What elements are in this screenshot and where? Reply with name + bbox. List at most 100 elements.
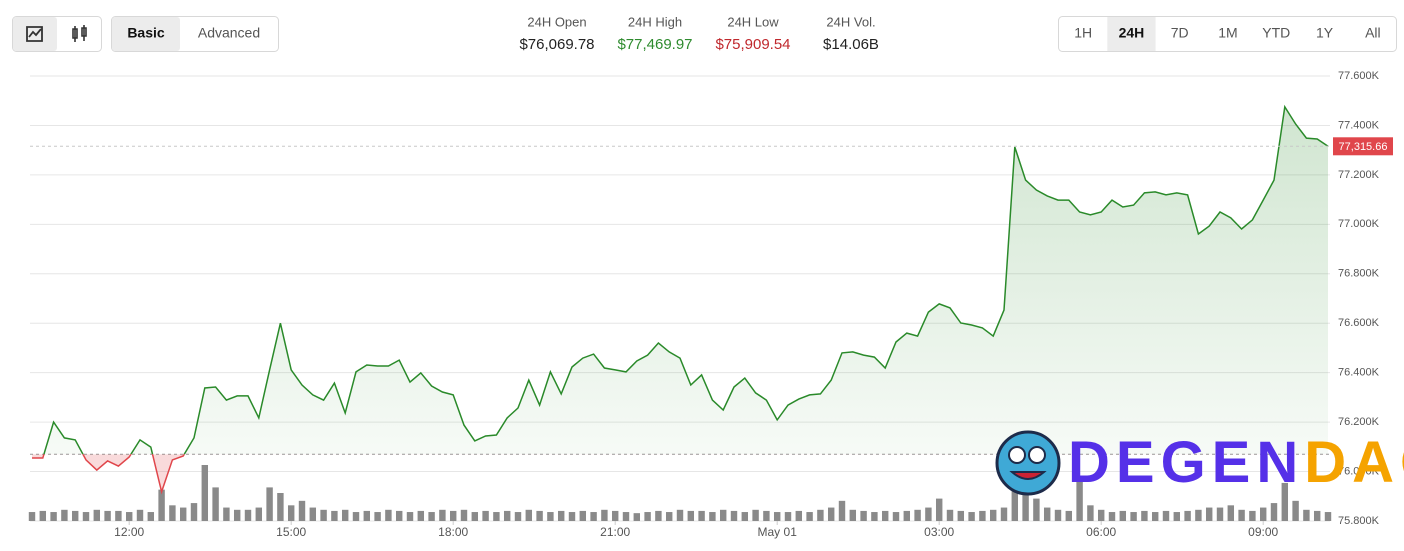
volume-bar xyxy=(514,512,522,521)
x-tick-label: 21:00 xyxy=(600,525,630,539)
volume-bar xyxy=(395,510,403,521)
mode-button[interactable]: Advanced xyxy=(198,25,260,41)
mode-button[interactable]: Basic xyxy=(127,25,165,41)
y-tick-label: 76.000K xyxy=(1338,465,1380,477)
area-down xyxy=(32,454,185,492)
volume-bar xyxy=(860,510,867,521)
stat-label: 24H Vol. xyxy=(826,14,875,29)
volume-bar xyxy=(482,510,489,521)
volume-bar xyxy=(493,512,500,521)
volume-bar xyxy=(763,510,770,521)
volume-bar xyxy=(730,510,738,521)
range-button[interactable]: 1M xyxy=(1218,25,1237,41)
volume-bar xyxy=(503,510,511,521)
volume-bar xyxy=(957,510,965,521)
volume-bar xyxy=(266,487,273,521)
volume-bar xyxy=(71,510,79,521)
volume-bar xyxy=(925,507,932,521)
volume-bar xyxy=(1108,512,1116,521)
volume-bar xyxy=(1249,510,1256,521)
volume-bar xyxy=(547,512,554,521)
x-tick-label: 12:00 xyxy=(114,525,144,539)
volume-bar xyxy=(1022,481,1029,521)
volume-bar xyxy=(341,509,349,521)
x-tick-label: 06:00 xyxy=(1086,525,1116,539)
volume-bar xyxy=(115,510,122,521)
volume-bar xyxy=(1227,505,1235,521)
volume-bar xyxy=(1087,505,1094,521)
volume-bar xyxy=(1173,512,1181,521)
volume-bar xyxy=(201,465,209,521)
volume-bar xyxy=(655,510,662,521)
x-tick-label: 09:00 xyxy=(1248,525,1278,539)
range-button[interactable]: YTD xyxy=(1262,25,1290,41)
volume-bar xyxy=(471,512,479,521)
volume-bar xyxy=(1259,507,1267,521)
range-button[interactable]: 24H xyxy=(1119,25,1145,41)
volume-bar xyxy=(827,507,835,521)
volume-bar xyxy=(881,510,889,521)
volume-bar xyxy=(1162,510,1170,521)
volume-bar xyxy=(676,509,684,521)
volume-bar xyxy=(125,512,133,521)
volume-bar xyxy=(838,500,846,521)
x-tick-label: 18:00 xyxy=(438,525,468,539)
volume-bar xyxy=(1270,503,1278,521)
volume-bar xyxy=(352,512,360,521)
volume-bar xyxy=(892,512,900,521)
volume-bar xyxy=(331,510,338,521)
volume-bar xyxy=(39,510,47,521)
volume-bar xyxy=(1205,507,1213,521)
volume-bar xyxy=(849,509,857,521)
volume-bar xyxy=(914,509,921,521)
volume-bar xyxy=(277,493,284,521)
price-line-up xyxy=(43,104,1329,455)
volume-bar xyxy=(968,512,975,521)
volume-bar xyxy=(287,505,295,521)
volume-bar xyxy=(698,510,705,521)
range-button[interactable]: 1H xyxy=(1074,25,1092,41)
volume-bar xyxy=(935,498,943,521)
volume-bar xyxy=(525,509,533,521)
volume-bar xyxy=(719,509,727,521)
y-tick-label: 76.800K xyxy=(1338,268,1380,280)
range-button[interactable]: 7D xyxy=(1171,25,1189,41)
last-price-box xyxy=(1333,137,1393,156)
range-button[interactable]: 1Y xyxy=(1316,25,1334,41)
volume-bar xyxy=(1065,510,1073,521)
volume-bar xyxy=(536,510,543,521)
volume-bar xyxy=(568,512,576,521)
volume-bar xyxy=(557,510,565,521)
volume-bar xyxy=(1313,510,1321,521)
volume-bar xyxy=(979,510,986,521)
volume-bar xyxy=(1000,507,1008,521)
volume-bar xyxy=(871,512,878,521)
volume-bar xyxy=(1151,512,1159,521)
volume-bar xyxy=(449,510,457,521)
volume-bar xyxy=(460,509,468,521)
volume-bar xyxy=(1011,476,1019,521)
mode-selected xyxy=(112,17,180,51)
volume-bar xyxy=(633,513,641,521)
volume-bar xyxy=(61,509,68,521)
volume-bar xyxy=(795,510,803,521)
watermark-part: DEGEN xyxy=(1068,430,1304,495)
volume-bar xyxy=(1195,509,1202,521)
candle-chart-icon[interactable] xyxy=(72,25,87,42)
y-tick-label: 77.400K xyxy=(1338,119,1380,131)
volume-bar xyxy=(82,512,90,521)
volume-bar xyxy=(622,512,630,521)
volume-bar xyxy=(233,509,241,521)
y-tick-label: 76.600K xyxy=(1338,317,1380,329)
volume-bar xyxy=(946,509,954,521)
stat-value: $76,069.78 xyxy=(519,36,594,53)
stat-value: $77,469.97 xyxy=(617,36,692,53)
volume-bar xyxy=(687,510,695,521)
range-button[interactable]: All xyxy=(1365,25,1381,41)
volume-bar xyxy=(428,512,435,521)
stat-value: $14.06B xyxy=(823,36,879,53)
volume-bar xyxy=(1238,509,1245,521)
volume-bar xyxy=(1130,512,1137,521)
y-tick-label: 77.200K xyxy=(1338,169,1380,181)
